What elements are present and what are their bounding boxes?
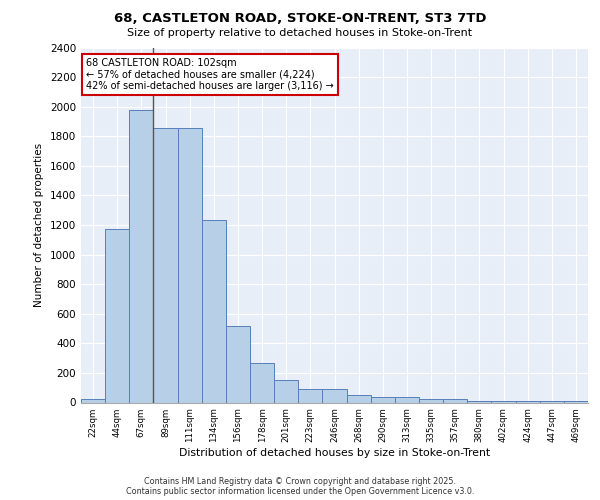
Bar: [81, 399, 105, 402]
Bar: [226, 326, 250, 402]
Bar: [129, 110, 154, 403]
Text: 68 CASTLETON ROAD: 102sqm
← 57% of detached houses are smaller (4,224)
42% of se: 68 CASTLETON ROAD: 102sqm ← 57% of detac…: [86, 58, 334, 92]
Y-axis label: Number of detached properties: Number of detached properties: [34, 143, 44, 307]
Text: Contains HM Land Registry data © Crown copyright and database right 2025.
Contai: Contains HM Land Registry data © Crown c…: [126, 476, 474, 496]
Bar: [154, 128, 178, 402]
Bar: [371, 396, 395, 402]
Bar: [467, 401, 491, 402]
Bar: [178, 128, 202, 402]
Text: Size of property relative to detached houses in Stoke-on-Trent: Size of property relative to detached ho…: [127, 28, 473, 38]
Bar: [274, 380, 298, 402]
Bar: [202, 220, 226, 402]
Bar: [347, 395, 371, 402]
Bar: [298, 389, 322, 402]
X-axis label: Distribution of detached houses by size in Stoke-on-Trent: Distribution of detached houses by size …: [179, 448, 490, 458]
Bar: [491, 401, 515, 402]
Bar: [443, 399, 467, 402]
Bar: [250, 362, 274, 403]
Bar: [419, 399, 443, 402]
Text: 68, CASTLETON ROAD, STOKE-ON-TRENT, ST3 7TD: 68, CASTLETON ROAD, STOKE-ON-TRENT, ST3 …: [114, 12, 486, 26]
Bar: [322, 389, 347, 402]
Bar: [105, 228, 129, 402]
Bar: [395, 396, 419, 402]
